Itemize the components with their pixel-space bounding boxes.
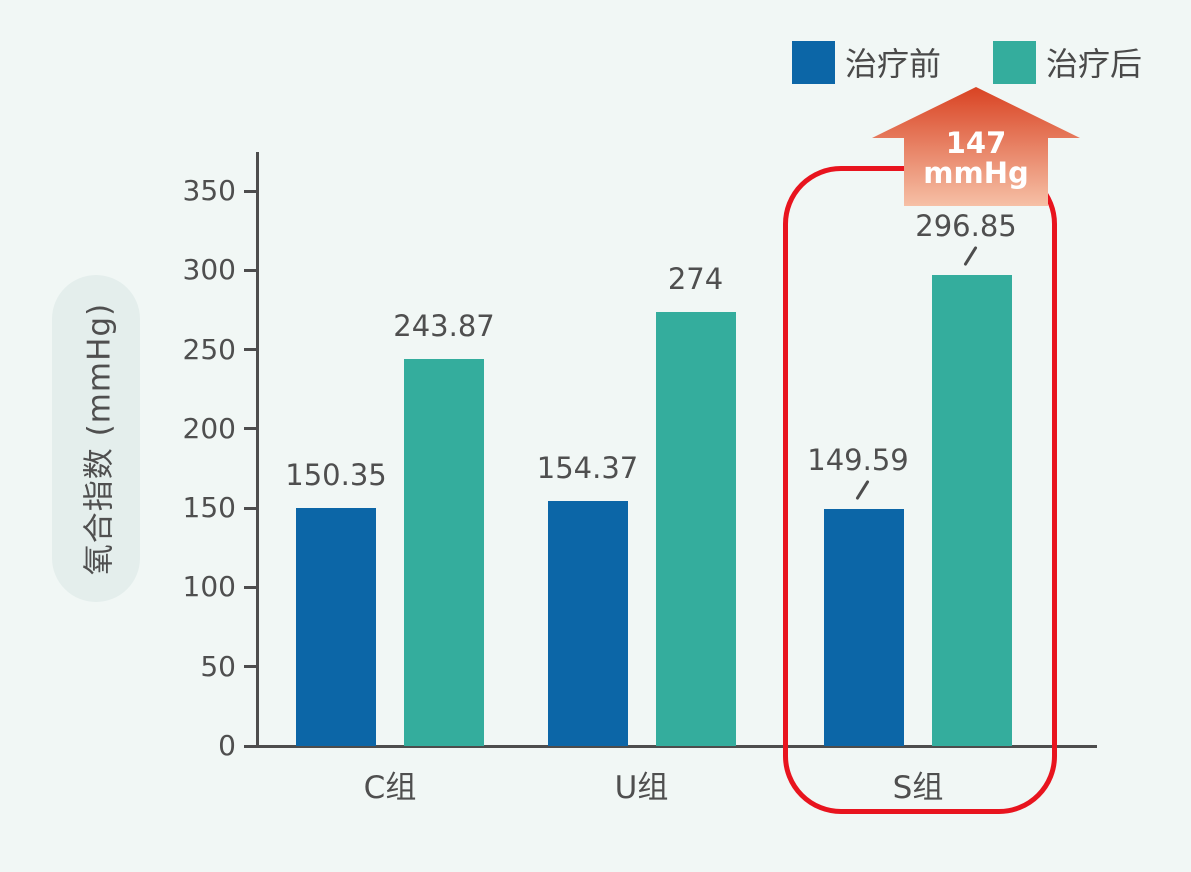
bar-value-label: 274 [667,261,724,296]
arrow-annotation-value: 147 [945,126,1007,160]
arrow-annotation-unit: mmHg [923,156,1029,190]
y-tick-label: 300 [182,253,236,287]
bar-value-label: 154.37 [536,451,639,486]
y-tick [244,427,258,431]
arrow-annotation: 147 mmHg [872,128,1080,188]
x-category-label-U组: U组 [614,770,669,806]
y-tick-label: 350 [182,174,236,207]
y-tick [244,189,258,193]
x-category-label-S组: S组 [892,770,944,806]
y-tick-label: 250 [182,332,236,366]
y-tick [244,585,258,589]
bar-治疗后-S组 [932,275,1012,746]
y-tick-label: 0 [218,729,236,762]
legend-item-1: 治疗后 [993,39,1142,85]
legend-label: 治疗后 [1046,45,1143,83]
y-tick-label: 150 [182,491,236,525]
y-axis-line [256,152,259,748]
legend: 治疗前 治疗后 [792,39,1142,85]
y-tick [244,506,258,510]
bar-治疗前-S组 [824,508,904,746]
y-tick [244,665,258,669]
up-arrow-icon [872,87,1080,206]
legend-swatch [792,40,835,84]
y-axis-title-pill: 氧合指数 (mmHg) [52,275,140,602]
bar-治疗前-U组 [547,501,628,746]
y-axis-title: 氧合指数 (mmHg) [81,302,118,575]
y-tick [244,268,258,272]
y-tick [244,744,258,748]
y-tick [244,348,258,352]
y-tick-label: 200 [182,411,236,445]
legend-item-0: 治疗前 [792,39,941,85]
legend-label: 治疗前 [845,45,942,83]
bar-value-label: 149.59 [807,442,909,477]
y-tick-label: 50 [200,649,236,683]
x-category-label-C组: C组 [363,770,417,806]
x-axis-line [247,744,1097,748]
bar-治疗后-U组 [655,311,736,746]
bar-治疗前-C组 [296,507,376,746]
bar-value-label: 150.35 [285,457,387,492]
bar-治疗后-C组 [404,359,484,746]
y-tick-label: 100 [182,570,236,604]
legend-swatch [993,40,1037,84]
highlight-box [783,166,1057,814]
bar-value-label: 243.87 [393,309,495,344]
